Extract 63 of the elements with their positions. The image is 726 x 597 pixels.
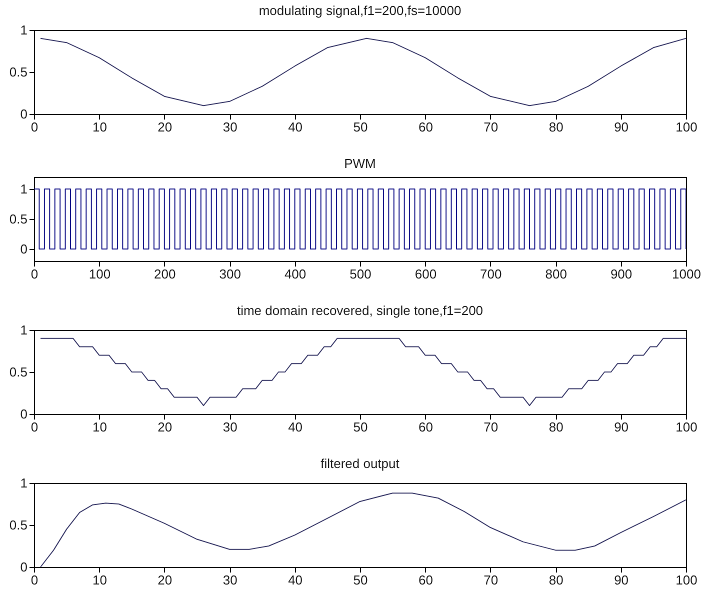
x-tick-label: 70 (484, 120, 498, 134)
x-tick-label: 60 (418, 120, 433, 134)
x-tick-label: 40 (288, 420, 303, 434)
x-tick-label: 100 (88, 266, 111, 282)
x-tick-label: 30 (222, 120, 238, 134)
y-tick-label: 0.5 (9, 212, 28, 226)
x-tick-label: 0 (30, 420, 38, 434)
x-tick-label: 200 (154, 266, 176, 282)
x-tick-label: 10 (92, 420, 107, 434)
line-series (40, 38, 686, 106)
y-tick-label: 0 (20, 106, 28, 122)
y-tick-label: 1 (20, 476, 28, 490)
x-tick-label: 100 (676, 420, 698, 434)
chart-title: time domain recovered, single tone,f1=200 (236, 303, 484, 318)
x-tick-label: 80 (548, 572, 564, 588)
x-tick-label: 600 (414, 266, 437, 282)
chart-title: PWM (344, 156, 376, 171)
x-tick-label: 100 (676, 572, 698, 588)
y-tick-label: 0 (20, 406, 28, 422)
y-tick-label: 0.5 (9, 364, 28, 380)
line-series (40, 338, 686, 406)
x-tick-label: 10 (92, 572, 107, 588)
x-tick-label: 20 (158, 572, 172, 588)
x-tick-label: 800 (545, 266, 567, 282)
x-tick-label: 90 (614, 420, 629, 434)
x-tick-label: 80 (548, 420, 564, 434)
x-tick-label: 0 (30, 120, 38, 134)
x-tick-label: 700 (480, 266, 502, 282)
x-tick-label: 50 (353, 420, 368, 434)
y-tick-label: 1 (20, 322, 28, 338)
x-tick-label: 30 (222, 420, 238, 434)
x-tick-label: 40 (288, 572, 303, 588)
y-tick-label: 0.5 (9, 518, 28, 532)
y-tick-label: 1 (20, 182, 28, 196)
x-tick-label: 0 (30, 572, 38, 588)
x-tick-label: 20 (158, 420, 172, 434)
x-tick-label: 500 (350, 266, 372, 282)
x-tick-label: 1000 (672, 266, 701, 282)
x-tick-label: 400 (284, 266, 306, 282)
x-tick-label: 20 (158, 120, 172, 134)
x-tick-label: 60 (418, 572, 433, 588)
x-tick-label: 90 (614, 120, 629, 134)
x-tick-label: 30 (222, 572, 238, 588)
y-tick-label: 0.5 (9, 64, 28, 80)
x-tick-label: 10 (92, 120, 107, 134)
y-tick-label: 1 (20, 22, 28, 38)
chart-title: filtered output (320, 456, 400, 471)
x-tick-label: 50 (353, 120, 368, 134)
y-tick-label: 0 (20, 242, 28, 256)
x-tick-label: 300 (219, 266, 241, 282)
chart-title: modulating signal,f1=200,fs=10000 (258, 3, 462, 18)
x-tick-label: 100 (676, 120, 698, 134)
x-tick-label: 40 (288, 120, 303, 134)
x-tick-label: 900 (610, 266, 632, 282)
line-series (40, 492, 686, 567)
x-tick-label: 0 (30, 266, 38, 282)
x-tick-label: 90 (614, 572, 629, 588)
x-tick-label: 80 (548, 120, 564, 134)
x-tick-label: 70 (484, 572, 498, 588)
y-tick-label: 0 (20, 560, 28, 574)
x-tick-label: 50 (353, 572, 368, 588)
x-tick-label: 60 (418, 420, 433, 434)
x-tick-label: 70 (484, 420, 498, 434)
